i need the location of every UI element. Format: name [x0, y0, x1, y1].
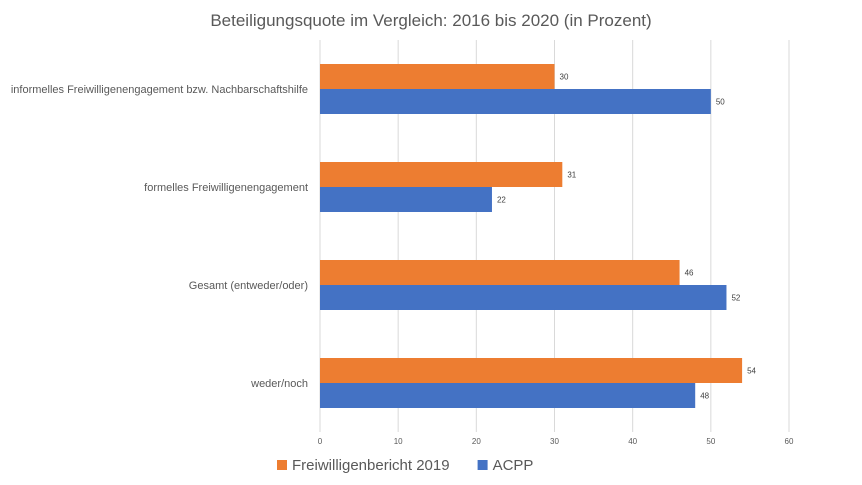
bar	[320, 187, 492, 212]
data-label: 48	[700, 392, 709, 401]
category-labels: informelles Freiwilligenengagement bzw. …	[11, 84, 308, 390]
bar	[320, 162, 563, 187]
legend-label: Freiwilligenbericht 2019	[292, 457, 450, 474]
data-label: 54	[747, 367, 756, 376]
legend-swatch	[277, 460, 287, 470]
data-label: 52	[731, 294, 740, 303]
x-tick-label: 50	[706, 437, 715, 446]
bar	[320, 358, 743, 383]
category-label: Gesamt (entweder/oder)	[189, 280, 308, 292]
bar	[320, 260, 680, 285]
legend-swatch	[477, 460, 488, 470]
data-label: 46	[685, 269, 694, 278]
category-label: formelles Freiwilligenengagement	[144, 182, 308, 194]
x-tick-label: 0	[318, 437, 323, 446]
x-tick-label: 60	[785, 437, 794, 446]
bar	[320, 285, 727, 310]
data-label: 50	[716, 98, 725, 107]
x-axis-ticks: 0 10 20 30 40 50 60	[318, 437, 794, 446]
bars	[320, 64, 743, 408]
bar	[320, 89, 711, 114]
category-label: informelles Freiwilligenengagement bzw. …	[11, 84, 308, 96]
legend: Freiwilligenbericht 2019 ACPP	[277, 457, 533, 474]
data-label: 30	[560, 73, 569, 82]
data-label: 31	[567, 171, 576, 180]
chart-title: Beteiligungsquote im Vergleich: 2016 bis…	[210, 11, 651, 30]
bar	[320, 383, 696, 408]
x-tick-label: 40	[628, 437, 637, 446]
x-tick-label: 30	[550, 437, 559, 446]
x-tick-label: 20	[472, 437, 481, 446]
data-label: 22	[497, 196, 506, 205]
bar	[320, 64, 555, 89]
data-labels: 30 50 31 22 46 52 54 48	[497, 73, 757, 401]
legend-label: ACPP	[493, 457, 534, 474]
category-label: weder/noch	[250, 378, 308, 390]
x-tick-label: 10	[394, 437, 403, 446]
